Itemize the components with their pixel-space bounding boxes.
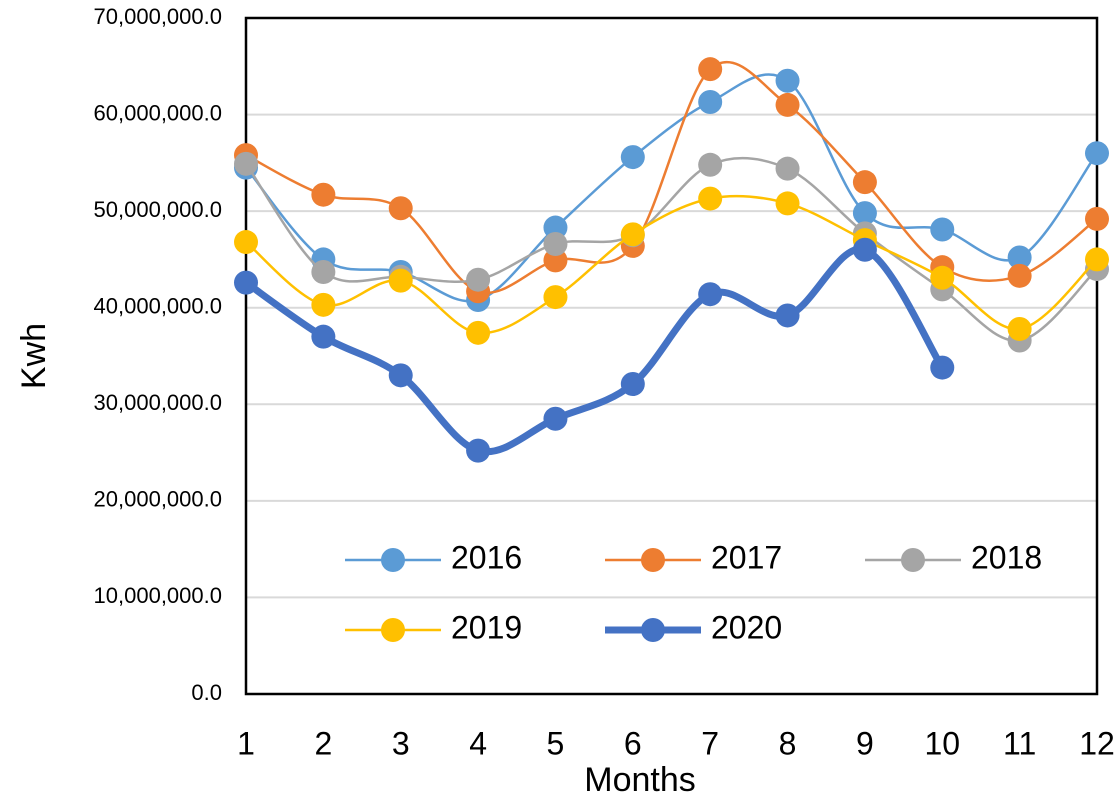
y-tick-label: 50,000,000.0 [94, 197, 222, 222]
legend-marker [901, 548, 925, 572]
data-point [930, 265, 955, 290]
data-point [311, 324, 336, 349]
x-tick-label: 12 [1079, 725, 1115, 761]
legend-label: 2016 [451, 539, 522, 575]
data-point [852, 201, 877, 226]
data-point [698, 186, 723, 211]
x-tick-label: 5 [547, 725, 565, 761]
data-point [775, 68, 800, 93]
series-line [244, 156, 1098, 342]
plot-frame [244, 16, 1099, 696]
data-point [543, 285, 568, 310]
x-tick-label: 9 [856, 725, 874, 761]
data-point [466, 438, 491, 463]
x-tick-label: 2 [314, 725, 332, 761]
data-point [775, 156, 800, 181]
data-point [466, 267, 491, 292]
x-tick-label: 4 [469, 725, 487, 761]
data-point [388, 268, 413, 293]
legend-marker [641, 548, 665, 572]
x-tick-label: 8 [779, 725, 797, 761]
data-point [234, 270, 258, 295]
data-point [775, 92, 800, 117]
x-tick-label: 10 [924, 725, 960, 761]
data-point [698, 57, 723, 82]
x-tick-label: 11 [1003, 725, 1036, 761]
series-line [245, 73, 1099, 303]
data-point [698, 282, 723, 307]
y-tick-label: 60,000,000.0 [94, 100, 222, 125]
data-point [698, 152, 723, 177]
data-point [1085, 247, 1109, 272]
x-axis-title: Months [584, 761, 696, 799]
x-tick-label: 7 [701, 725, 719, 761]
data-point [930, 217, 955, 242]
data-point [1085, 141, 1109, 166]
data-point [775, 191, 800, 216]
x-tick-label: 6 [624, 725, 642, 761]
data-point [543, 406, 568, 431]
data-point [620, 372, 645, 397]
data-point [234, 151, 258, 176]
data-point [466, 320, 491, 345]
data-point [388, 196, 413, 221]
legend-marker [381, 618, 405, 642]
x-tick-label: 3 [392, 725, 410, 761]
data-point [698, 90, 723, 115]
data-point [1085, 206, 1109, 231]
legend-marker [381, 548, 405, 572]
data-point [543, 231, 568, 256]
data-point [311, 292, 336, 317]
y-tick-label: 10,000,000.0 [94, 583, 222, 608]
y-tick-label: 0.0 [191, 680, 222, 705]
series-line [245, 60, 1098, 294]
y-tick-label: 70,000,000.0 [94, 4, 222, 29]
data-point [620, 145, 645, 170]
data-point [620, 222, 645, 247]
data-point [311, 182, 336, 207]
series-line [243, 245, 946, 456]
legend-label: 2020 [711, 609, 782, 645]
legend-label: 2018 [971, 539, 1042, 575]
data-point [543, 248, 568, 273]
data-point [852, 170, 877, 195]
data-point [388, 363, 413, 388]
data-point [1007, 316, 1032, 341]
data-point [930, 355, 955, 380]
legend-marker [641, 618, 665, 642]
data-point [852, 237, 877, 262]
data-point [311, 259, 336, 284]
y-tick-label: 30,000,000.0 [94, 390, 222, 415]
x-tick-label: 1 [237, 725, 255, 761]
data-point [775, 303, 800, 328]
data-point [1007, 245, 1032, 270]
data-point [543, 215, 568, 240]
y-tick-label: 40,000,000.0 [94, 294, 222, 319]
legend-label: 2017 [711, 539, 782, 575]
data-point [1007, 263, 1032, 288]
legend-label: 2019 [451, 609, 522, 645]
y-axis-title: Kwh [15, 323, 53, 389]
data-point [234, 230, 258, 255]
y-tick-label: 20,000,000.0 [94, 487, 222, 512]
